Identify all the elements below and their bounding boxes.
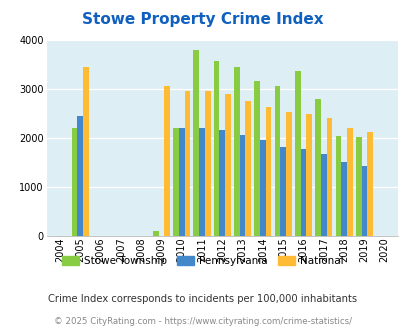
Text: Stowe Property Crime Index: Stowe Property Crime Index bbox=[82, 12, 323, 26]
Bar bbox=[77, 116, 83, 236]
Bar bbox=[213, 61, 219, 236]
Bar bbox=[300, 148, 306, 236]
Text: © 2025 CityRating.com - https://www.cityrating.com/crime-statistics/: © 2025 CityRating.com - https://www.city… bbox=[54, 317, 351, 326]
Bar bbox=[184, 91, 190, 236]
Bar bbox=[179, 128, 184, 236]
Bar bbox=[320, 154, 326, 236]
Bar bbox=[260, 140, 265, 236]
Bar bbox=[245, 101, 251, 236]
Bar bbox=[326, 118, 332, 236]
Bar bbox=[72, 128, 77, 236]
Bar bbox=[346, 128, 352, 236]
Bar bbox=[199, 128, 205, 236]
Bar bbox=[274, 86, 280, 236]
Bar bbox=[306, 114, 311, 236]
Bar bbox=[239, 135, 245, 236]
Bar bbox=[164, 86, 170, 236]
Bar bbox=[153, 231, 158, 236]
Bar bbox=[361, 166, 367, 236]
Bar bbox=[265, 107, 271, 236]
Bar bbox=[193, 50, 199, 236]
Bar bbox=[234, 67, 239, 236]
Bar bbox=[294, 71, 300, 236]
Bar bbox=[173, 128, 179, 236]
Bar bbox=[367, 132, 372, 236]
Bar bbox=[315, 99, 320, 236]
Text: Crime Index corresponds to incidents per 100,000 inhabitants: Crime Index corresponds to incidents per… bbox=[48, 294, 357, 304]
Bar bbox=[355, 137, 361, 236]
Legend: Stowe Township, Pennsylvania, National: Stowe Township, Pennsylvania, National bbox=[58, 252, 347, 270]
Bar bbox=[83, 67, 89, 236]
Bar bbox=[280, 147, 286, 236]
Bar bbox=[286, 112, 291, 236]
Bar bbox=[341, 162, 346, 236]
Bar bbox=[205, 91, 210, 236]
Bar bbox=[335, 136, 341, 236]
Bar bbox=[225, 94, 230, 236]
Bar bbox=[219, 130, 225, 236]
Bar bbox=[254, 81, 260, 236]
